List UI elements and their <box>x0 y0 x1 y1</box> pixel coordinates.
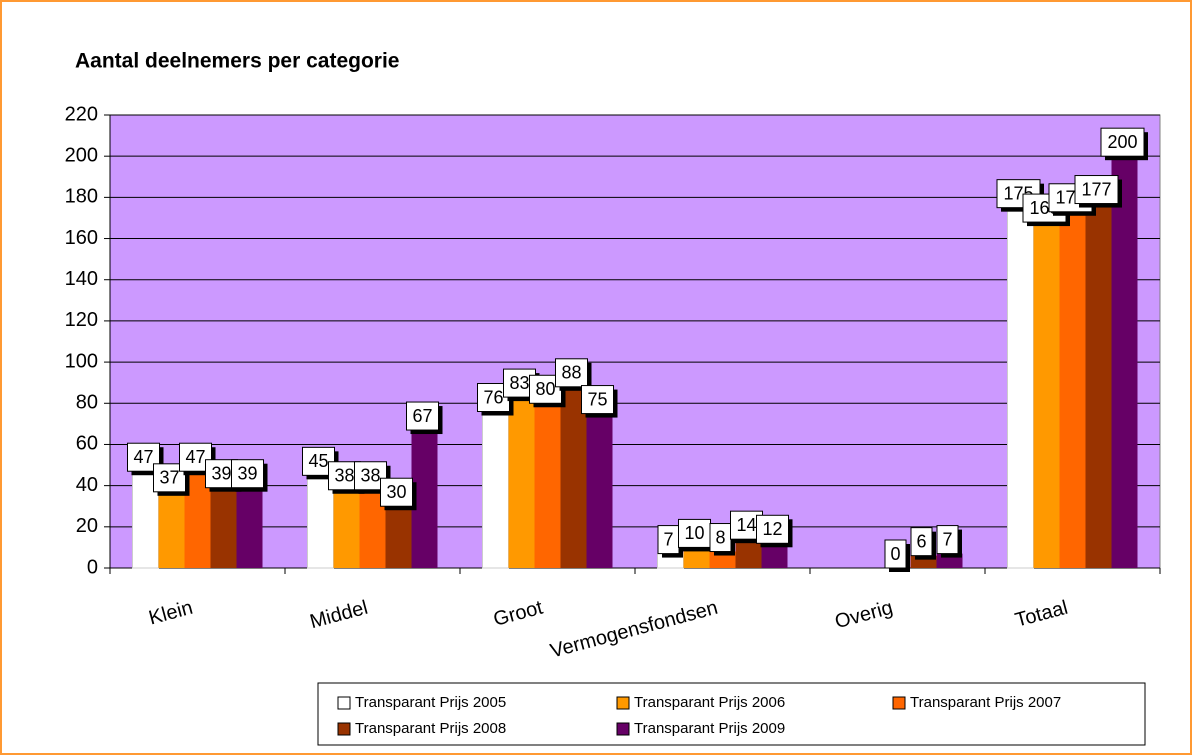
bar <box>385 506 412 568</box>
bar <box>534 403 561 568</box>
data-label: 83 <box>509 373 529 393</box>
bar <box>683 547 710 568</box>
chart-title: Aantal deelnemers per categorie <box>75 50 399 73</box>
bar <box>508 397 535 568</box>
bar <box>210 487 237 568</box>
legend-swatch <box>892 696 906 710</box>
data-label: 47 <box>185 447 205 467</box>
legend-box <box>317 682 1146 746</box>
bar <box>1033 222 1060 568</box>
data-label: 10 <box>684 523 704 543</box>
y-tick-label: 0 <box>87 556 98 578</box>
y-tick-label: 140 <box>65 268 98 290</box>
y-tick-label: 200 <box>65 144 98 166</box>
legend-swatch <box>337 696 351 710</box>
data-label: 80 <box>535 379 555 399</box>
data-label: 12 <box>762 519 782 539</box>
data-label: 177 <box>1081 179 1111 199</box>
bar <box>307 474 334 569</box>
data-label: 38 <box>334 466 354 486</box>
legend-swatch <box>337 722 351 736</box>
y-tick-label: 160 <box>65 227 98 249</box>
data-label: 88 <box>561 363 581 383</box>
legend-label: Transparant Prijs 2005 <box>355 694 506 711</box>
data-label: 39 <box>211 463 231 483</box>
data-label: 6 <box>916 531 926 551</box>
y-tick-label: 40 <box>76 474 98 496</box>
bar <box>482 411 509 569</box>
legend-swatch <box>616 696 630 710</box>
data-label: 200 <box>1107 132 1137 152</box>
bar <box>1007 207 1034 569</box>
y-tick-label: 80 <box>76 392 98 414</box>
legend-label: Transparant Prijs 2009 <box>634 720 785 737</box>
label-box <box>884 539 907 569</box>
data-label: 30 <box>386 482 406 502</box>
label-box <box>936 525 959 555</box>
data-label: 14 <box>736 515 756 535</box>
label-box <box>406 401 439 431</box>
data-label: 7 <box>942 529 952 549</box>
bar <box>709 551 736 568</box>
data-label: 76 <box>483 387 503 407</box>
bar <box>1085 203 1112 569</box>
label-box <box>380 477 413 507</box>
label-box <box>678 518 711 548</box>
y-tick-label: 220 <box>65 103 98 125</box>
legend-swatch <box>616 722 630 736</box>
y-tick-label: 180 <box>65 186 98 208</box>
label-box <box>555 358 588 388</box>
bar <box>236 487 263 568</box>
bar <box>560 386 587 568</box>
data-label: 47 <box>133 447 153 467</box>
data-label: 45 <box>308 451 328 471</box>
legend-label: Transparant Prijs 2007 <box>910 694 1061 711</box>
label-box <box>231 459 264 489</box>
label-box <box>127 442 160 472</box>
y-tick-label: 60 <box>76 433 98 455</box>
label-box <box>1074 175 1119 205</box>
label-box <box>756 514 789 544</box>
data-label: 37 <box>159 468 179 488</box>
bar <box>735 539 762 568</box>
bar <box>1111 156 1138 568</box>
data-label: 39 <box>237 463 257 483</box>
label-box <box>910 527 933 557</box>
data-label: 7 <box>663 529 673 549</box>
data-label: 38 <box>360 466 380 486</box>
legend-label: Transparant Prijs 2006 <box>634 694 785 711</box>
legend-label: Transparant Prijs 2008 <box>355 720 506 737</box>
y-tick-label: 20 <box>76 515 98 537</box>
bar <box>333 489 360 568</box>
data-label: 0 <box>890 544 900 564</box>
y-tick-label: 100 <box>65 350 98 372</box>
bar <box>761 543 788 568</box>
data-label: 67 <box>412 406 432 426</box>
data-label: 75 <box>587 389 607 409</box>
bar <box>586 413 613 568</box>
y-tick-label: 120 <box>65 309 98 331</box>
plot-area <box>109 114 1161 569</box>
label-box <box>581 385 614 415</box>
data-label: 8 <box>715 527 725 547</box>
bar <box>1059 211 1086 568</box>
bar <box>158 491 185 568</box>
label-box <box>1100 127 1145 157</box>
